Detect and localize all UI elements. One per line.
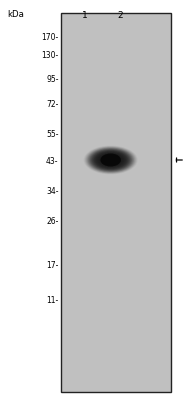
Ellipse shape	[97, 153, 124, 167]
Ellipse shape	[93, 150, 129, 170]
Ellipse shape	[104, 157, 117, 163]
Text: 130-: 130-	[41, 51, 59, 60]
Ellipse shape	[107, 158, 114, 162]
Text: 72-: 72-	[46, 100, 59, 109]
Ellipse shape	[101, 155, 121, 165]
Ellipse shape	[102, 155, 120, 165]
Ellipse shape	[86, 147, 135, 173]
Ellipse shape	[96, 152, 125, 168]
Ellipse shape	[86, 146, 136, 174]
Ellipse shape	[98, 153, 123, 167]
Text: 2: 2	[117, 11, 123, 20]
Text: 34-: 34-	[46, 188, 59, 196]
Ellipse shape	[88, 148, 133, 172]
Ellipse shape	[108, 158, 113, 162]
Text: 26-: 26-	[46, 217, 59, 226]
Ellipse shape	[103, 156, 119, 164]
Ellipse shape	[89, 148, 132, 172]
Ellipse shape	[94, 151, 127, 169]
Ellipse shape	[84, 146, 138, 174]
Text: 55-: 55-	[46, 130, 59, 139]
Ellipse shape	[94, 151, 128, 169]
Ellipse shape	[103, 156, 118, 164]
Ellipse shape	[106, 158, 115, 162]
Text: 43-: 43-	[46, 158, 59, 166]
Ellipse shape	[109, 159, 113, 161]
Text: kDa: kDa	[7, 10, 24, 19]
Ellipse shape	[87, 148, 134, 172]
Ellipse shape	[95, 152, 126, 168]
Bar	[61, 13, 171, 392]
Ellipse shape	[85, 146, 137, 174]
Ellipse shape	[92, 150, 130, 170]
Ellipse shape	[105, 157, 116, 163]
Ellipse shape	[100, 154, 121, 166]
Ellipse shape	[100, 154, 121, 166]
Text: 17-: 17-	[46, 262, 59, 270]
Text: 170-: 170-	[41, 34, 59, 42]
Ellipse shape	[99, 154, 122, 166]
Text: 95-: 95-	[46, 76, 59, 84]
Ellipse shape	[90, 149, 131, 171]
Ellipse shape	[91, 150, 130, 170]
Text: 1: 1	[82, 11, 87, 20]
Text: 11-: 11-	[46, 296, 59, 305]
